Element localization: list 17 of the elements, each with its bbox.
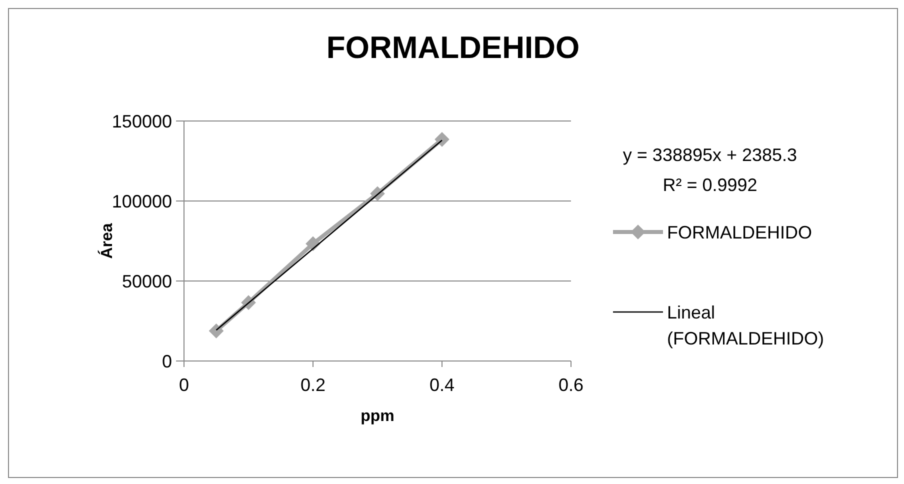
x-axis-title: ppm bbox=[360, 408, 394, 425]
x-tick-label: 0 bbox=[178, 375, 190, 395]
y-tick-label: 50000 bbox=[122, 271, 172, 292]
legend-label: FORMALDEHIDO bbox=[667, 222, 812, 242]
text: R² = 0.9992 bbox=[662, 175, 758, 195]
point bbox=[434, 132, 450, 147]
x-tick-label: 0.6 bbox=[558, 375, 584, 395]
text: y = 338895x + 2385.3 bbox=[622, 145, 798, 165]
point bbox=[208, 324, 224, 338]
y-tick-label: 100000 bbox=[112, 191, 172, 212]
y-axis-title: Área bbox=[97, 223, 116, 259]
chart-title: FORMALDEHIDO bbox=[326, 30, 580, 65]
x-tick-label: 0.4 bbox=[429, 375, 455, 395]
legend-label: Lineal (FORMALDEHIDO) bbox=[667, 302, 824, 348]
x-tick-label: 0.2 bbox=[300, 375, 326, 395]
y-tick-label: 0 bbox=[162, 351, 172, 372]
y-tick-label: 150000 bbox=[112, 111, 172, 132]
